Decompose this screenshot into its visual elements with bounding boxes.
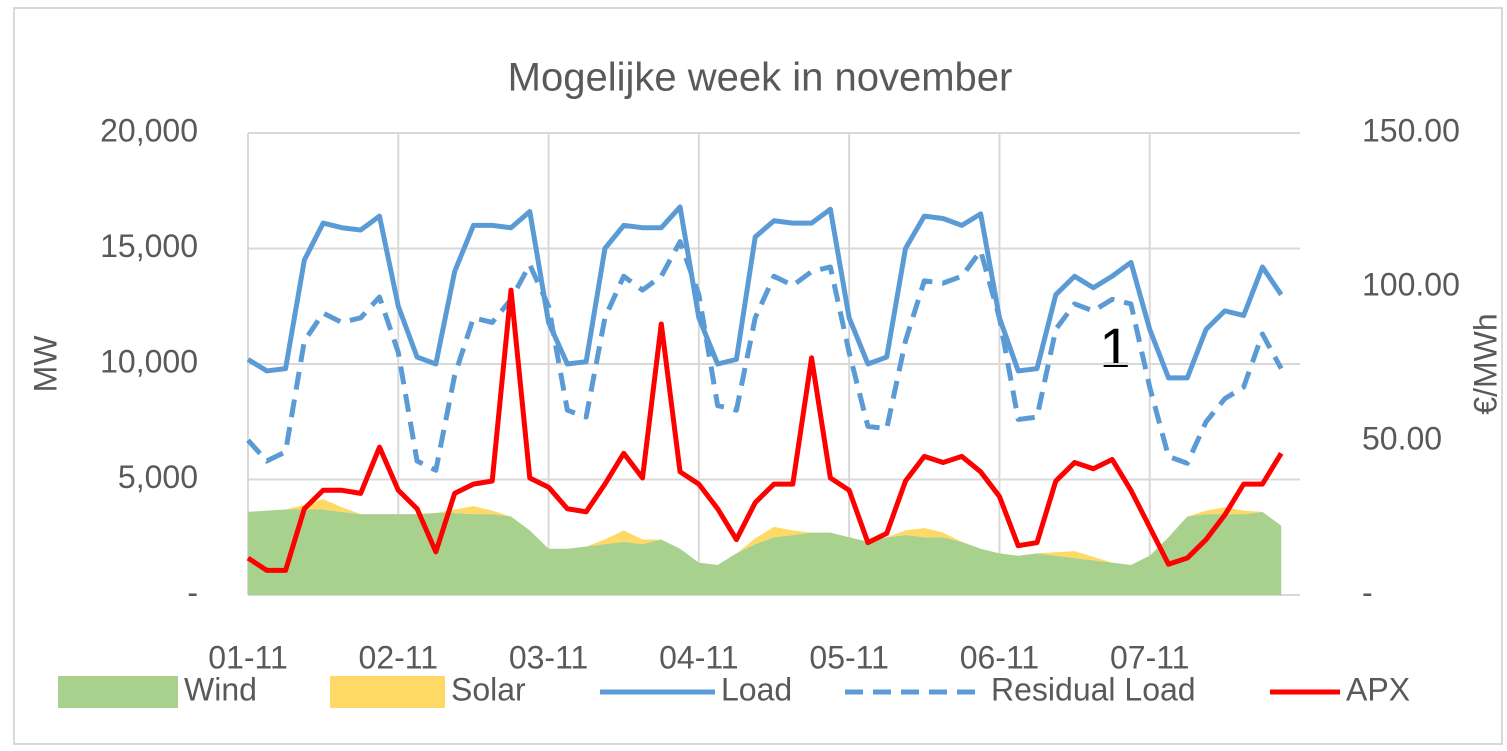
y-tick-label: - <box>187 574 198 610</box>
y2-tick-label: - <box>1362 574 1373 610</box>
y-tick-label: 15,000 <box>100 228 198 264</box>
area-0 <box>248 509 1282 595</box>
y2-axis-title: €/MWh <box>1467 313 1503 414</box>
x-tick-label: 07-11 <box>1110 639 1189 675</box>
line-2 <box>246 204 1284 381</box>
y-axis-title: MW <box>27 335 63 393</box>
area-1 <box>248 499 1282 565</box>
x-tick-label: 02-11 <box>359 639 438 675</box>
legend-swatch <box>330 676 445 708</box>
chart-title: Mogelijke week in november <box>508 56 1013 100</box>
line-4 <box>246 287 1284 573</box>
y-tick-label: 5,000 <box>118 459 198 495</box>
annotation: 1 <box>1099 316 1130 379</box>
y-tick-label: 20,000 <box>100 112 198 148</box>
y2-tick-label: 100.00 <box>1362 266 1460 302</box>
legend-label: Load <box>721 671 792 707</box>
legend-label: APX <box>1346 671 1410 707</box>
legend-swatch <box>58 676 178 708</box>
x-tick-label: 01-11 <box>208 639 287 675</box>
y2-tick-label: 50.00 <box>1362 420 1442 456</box>
y2-tick-label: 150.00 <box>1362 112 1460 148</box>
x-tick-label: 06-11 <box>960 639 1039 675</box>
legend-label: Wind <box>184 671 257 707</box>
legend-label: Residual Load <box>991 671 1196 707</box>
legend-label: Solar <box>451 671 526 707</box>
line-3 <box>246 239 1284 473</box>
x-tick-label: 04-11 <box>659 639 738 675</box>
x-tick-label: 03-11 <box>509 639 588 675</box>
x-tick-label: 05-11 <box>809 639 888 675</box>
y-tick-label: 10,000 <box>100 343 198 379</box>
chart-frame <box>13 7 1503 745</box>
